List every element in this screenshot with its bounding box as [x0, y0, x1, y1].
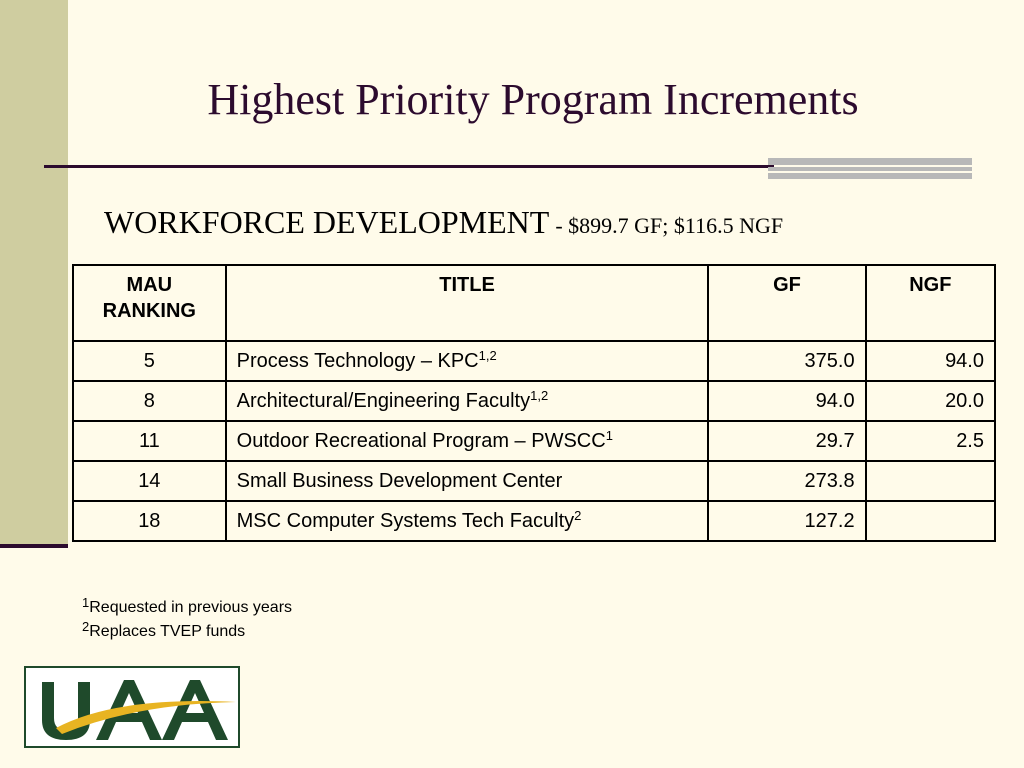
- cell-gf: 127.2: [707, 500, 867, 542]
- cell-ngf: [864, 460, 997, 502]
- cell-title: Small Business Development Center: [224, 460, 710, 502]
- table-row: 18 MSC Computer Systems Tech Faculty2 12…: [72, 500, 997, 542]
- section-heading-main: WORKFORCE DEVELOPMENT: [104, 204, 550, 240]
- cell-title: MSC Computer Systems Tech Faculty2: [224, 500, 710, 542]
- cell-gf: 273.8: [707, 460, 867, 502]
- header-gf: GF: [707, 264, 867, 342]
- cell-rank: 14: [72, 460, 227, 502]
- footnote-1: 1Requested in previous years: [82, 595, 293, 616]
- cell-ngf: 20.0: [864, 380, 997, 422]
- uaa-logo-graphic: [42, 680, 236, 740]
- side-band-rule: [0, 544, 68, 548]
- section-heading: WORKFORCE DEVELOPMENT - $899.7 GF; $116.5…: [104, 204, 984, 241]
- footnote-ref: 1,2: [478, 348, 497, 363]
- accent-bars: [768, 158, 972, 180]
- cell-title: Outdoor Recreational Program – PWSCC1: [224, 420, 710, 462]
- table-row: 14 Small Business Development Center 273…: [72, 460, 997, 502]
- cell-rank: 5: [72, 340, 227, 382]
- header-mau-ranking: MAU RANKING: [72, 264, 227, 342]
- title-divider: [44, 165, 774, 168]
- cell-gf: 29.7: [707, 420, 867, 462]
- footnote-2: 2Replaces TVEP funds: [82, 619, 246, 640]
- cell-ngf: 2.5: [864, 420, 997, 462]
- cell-title: Architectural/Engineering Faculty1,2: [224, 380, 710, 422]
- footnote-ref: 1,2: [530, 388, 549, 403]
- section-heading-detail: - $899.7 GF; $116.5 NGF: [555, 213, 784, 238]
- table-row: 8 Architectural/Engineering Faculty1,2 9…: [72, 380, 997, 422]
- cell-ngf: [864, 500, 997, 542]
- cell-title: Process Technology – KPC1,2: [224, 340, 710, 382]
- cell-rank: 18: [72, 500, 227, 542]
- header-title: TITLE: [224, 264, 710, 342]
- cell-ngf: 94.0: [864, 340, 997, 382]
- slide-title: Highest Priority Program Increments: [207, 75, 859, 124]
- cell-rank: 8: [72, 380, 227, 422]
- footnotes: 1Requested in previous years 2Replaces T…: [82, 596, 292, 644]
- side-band: [0, 0, 68, 545]
- increments-table: MAU RANKING TITLE GF NGF 5 Process Techn…: [72, 264, 997, 542]
- uaa-logo: [24, 666, 240, 748]
- cell-rank: 11: [72, 420, 227, 462]
- cell-gf: 375.0: [707, 340, 867, 382]
- header-ngf: NGF: [864, 264, 997, 342]
- cell-gf: 94.0: [707, 380, 867, 422]
- table-row: 5 Process Technology – KPC1,2 375.0 94.0: [72, 340, 997, 382]
- footnote-ref: 1: [605, 428, 613, 443]
- footnote-ref: 2: [574, 508, 582, 523]
- table-row: 11 Outdoor Recreational Program – PWSCC1…: [72, 420, 997, 462]
- table-header-row: MAU RANKING TITLE GF NGF: [72, 264, 997, 342]
